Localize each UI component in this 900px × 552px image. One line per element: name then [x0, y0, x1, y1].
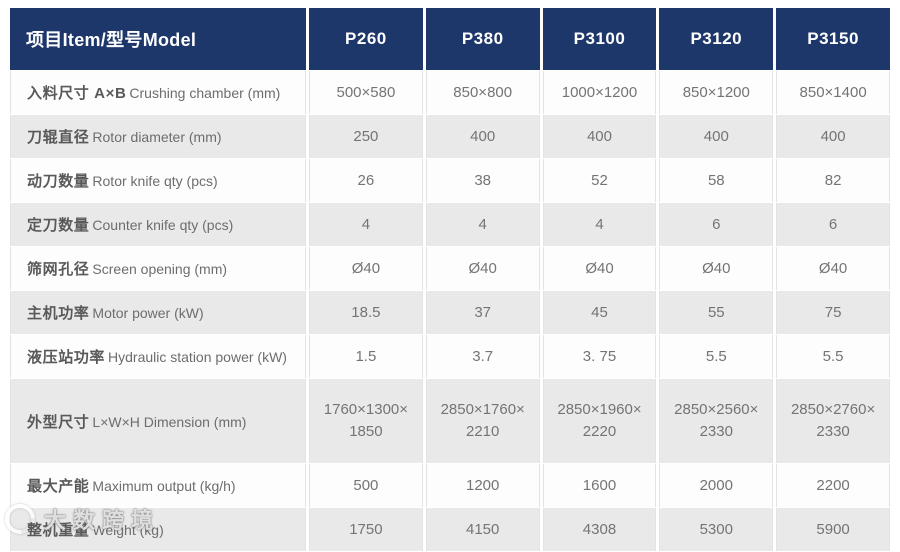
spec-value: 2000: [659, 464, 774, 507]
spec-value: 5900: [776, 508, 890, 551]
row-label: 最大产能 Maximum output (kg/h): [10, 464, 306, 507]
spec-value: 4: [425, 203, 540, 246]
row-label-en: Screen opening (mm): [92, 261, 228, 277]
spec-value: Ø40: [542, 247, 657, 290]
spec-value: 500: [309, 464, 423, 507]
spec-value: 18.5: [309, 291, 423, 334]
row-label-en: L×W×H Dimension (mm): [92, 413, 247, 430]
spec-value: 6: [659, 203, 774, 246]
spec-value: 26: [309, 159, 423, 202]
row-label: 主机功率 Motor power (kW): [10, 291, 306, 334]
table-row: 入料尺寸 A×B Crushing chamber (mm) 500×580 85…: [10, 71, 890, 114]
row-label-zh: 最大产能: [27, 478, 90, 495]
table-row: 外型尺寸 L×W×H Dimension (mm) 1760×1300× 1850…: [10, 379, 890, 463]
table-row: 动刀数量 Rotor knife qty (pcs) 26 38 52 58 82: [10, 159, 890, 202]
spec-value: 400: [659, 115, 774, 158]
spec-value: 3.7: [425, 335, 540, 378]
spec-value: 4: [309, 203, 423, 246]
table-row: 筛网孔径 Screen opening (mm) Ø40 Ø40 Ø40 Ø40 …: [10, 247, 890, 290]
spec-value: 5.5: [659, 335, 774, 378]
row-label-zh: 动刀数量: [27, 173, 90, 190]
row-label-en: Weight (kg): [92, 522, 164, 538]
spec-value: 2850×2560× 2330: [659, 379, 774, 463]
table-row: 液压站功率 Hydraulic station power (kW) 1.5 3.…: [10, 335, 890, 378]
table-row: 主机功率 Motor power (kW) 18.5 37 45 55 75: [10, 291, 890, 334]
spec-value: 45: [542, 291, 657, 334]
table-row: 刀辊直径 Rotor diameter (mm) 250 400 400 400 …: [10, 115, 890, 158]
spec-value: 5300: [659, 508, 774, 551]
spec-value: 1200: [425, 464, 540, 507]
row-label: 定刀数量 Counter knife qty (pcs): [10, 203, 306, 246]
row-label-zh: 筛网孔径: [27, 261, 90, 278]
table-header-model-p3100: P3100: [542, 8, 657, 70]
spec-value: 400: [425, 115, 540, 158]
spec-value: 4150: [425, 508, 540, 551]
spec-value: 2850×1960× 2220: [542, 379, 657, 463]
row-label-en: Hydraulic station power (kW): [108, 349, 287, 365]
table-header-model-p3150: P3150: [776, 8, 890, 70]
row-label: 筛网孔径 Screen opening (mm): [10, 247, 306, 290]
row-label-zh: 整机重量: [27, 522, 90, 539]
table-header-row: 项目Item/型号Model P260 P380 P3100 P3120 P31…: [10, 8, 890, 70]
spec-value: 58: [659, 159, 774, 202]
table-row: 定刀数量 Counter knife qty (pcs) 4 4 4 6 6: [10, 203, 890, 246]
spec-table-body: 入料尺寸 A×B Crushing chamber (mm) 500×580 85…: [10, 71, 890, 551]
spec-value: 6: [776, 203, 890, 246]
spec-value: 2200: [776, 464, 890, 507]
spec-value: 1000×1200: [542, 71, 657, 114]
spec-value: 4308: [542, 508, 657, 551]
spec-value: 850×1200: [659, 71, 774, 114]
row-label: 动刀数量 Rotor knife qty (pcs): [10, 159, 306, 202]
row-label-zh: 主机功率: [27, 305, 90, 322]
row-label-en: Motor power (kW): [92, 305, 204, 321]
row-label-en: Crushing chamber (mm): [129, 85, 281, 101]
spec-value: 1.5: [309, 335, 423, 378]
row-label-en: Counter knife qty (pcs): [92, 217, 234, 233]
table-header-model-p380: P380: [425, 8, 540, 70]
spec-value: 55: [659, 291, 774, 334]
table-header-item: 项目Item/型号Model: [10, 8, 306, 70]
row-label: 入料尺寸 A×B Crushing chamber (mm): [10, 71, 306, 114]
spec-value: 2850×1760× 2210: [425, 379, 540, 463]
spec-value: 850×1400: [776, 71, 890, 114]
table-row: 整机重量 Weight (kg) 1750 4150 4308 5300 5900: [10, 508, 890, 551]
spec-value: 2850×2760× 2330: [776, 379, 890, 463]
row-label-en: Rotor diameter (mm): [92, 129, 222, 145]
spec-value: 500×580: [309, 71, 423, 114]
spec-table: 项目Item/型号Model P260 P380 P3100 P3120 P31…: [7, 7, 893, 552]
spec-value: 4: [542, 203, 657, 246]
row-label-zh: 外型尺寸: [27, 413, 90, 431]
row-label-zh: 定刀数量: [27, 217, 90, 234]
table-header-model-p3120: P3120: [659, 8, 774, 70]
row-label: 液压站功率 Hydraulic station power (kW): [10, 335, 306, 378]
spec-value: Ø40: [776, 247, 890, 290]
spec-value: 5.5: [776, 335, 890, 378]
spec-value: Ø40: [309, 247, 423, 290]
row-label: 整机重量 Weight (kg): [10, 508, 306, 551]
spec-value: 3. 75: [542, 335, 657, 378]
row-label-en: Maximum output (kg/h): [92, 478, 236, 494]
table-header-model-p260: P260: [309, 8, 423, 70]
spec-value: 250: [309, 115, 423, 158]
row-label-zh: 入料尺寸 A×B: [27, 85, 127, 102]
row-label: 刀辊直径 Rotor diameter (mm): [10, 115, 306, 158]
row-label-zh: 刀辊直径: [27, 129, 90, 146]
spec-value: 1760×1300× 1850: [309, 379, 423, 463]
spec-value: 400: [776, 115, 890, 158]
row-label-zh: 液压站功率: [27, 349, 106, 366]
spec-value: 1750: [309, 508, 423, 551]
spec-value: 400: [542, 115, 657, 158]
spec-value: Ø40: [659, 247, 774, 290]
row-label-en: Rotor knife qty (pcs): [92, 173, 218, 189]
spec-value: Ø40: [425, 247, 540, 290]
spec-value: 82: [776, 159, 890, 202]
table-row: 最大产能 Maximum output (kg/h) 500 1200 1600 …: [10, 464, 890, 507]
spec-value: 850×800: [425, 71, 540, 114]
spec-value: 75: [776, 291, 890, 334]
spec-value: 38: [425, 159, 540, 202]
spec-value: 52: [542, 159, 657, 202]
row-label: 外型尺寸 L×W×H Dimension (mm): [10, 379, 306, 463]
spec-value: 37: [425, 291, 540, 334]
spec-value: 1600: [542, 464, 657, 507]
